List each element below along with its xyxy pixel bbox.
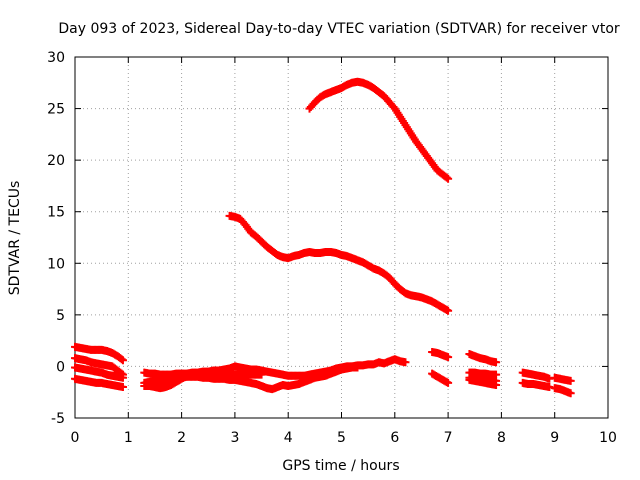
data-point	[492, 358, 501, 367]
data-point	[257, 370, 266, 379]
data-point	[401, 358, 410, 367]
x-tick-label: 8	[497, 430, 506, 446]
data-point	[442, 173, 451, 182]
data-point	[545, 383, 554, 392]
x-tick-label: 6	[390, 430, 399, 446]
series-arc-high	[305, 77, 453, 183]
y-tick-label: 15	[47, 205, 65, 221]
data-point	[566, 376, 575, 385]
series-arc-c	[71, 363, 127, 382]
y-tick-label: 30	[47, 50, 65, 66]
y-tick-labels: -5 0 5 10 15 20 25 30	[47, 50, 65, 427]
x-tick-label: 7	[444, 430, 453, 446]
x-tick-label: 5	[337, 430, 346, 446]
x-tick-label: 9	[550, 430, 559, 446]
series-arc-p	[550, 373, 575, 385]
series-arc-q	[550, 384, 575, 398]
series-arc-a	[71, 342, 127, 365]
x-tick-label: 2	[177, 430, 186, 446]
y-tick-label: 10	[47, 256, 65, 272]
y-tick-label: 0	[56, 359, 65, 375]
grid-lines	[75, 57, 608, 418]
y-tick-label: 5	[56, 308, 65, 324]
y-tick-label: 20	[47, 153, 65, 169]
data-point	[117, 355, 126, 364]
x-axis-title: GPS time / hours	[282, 458, 399, 474]
series-arc-m	[465, 375, 501, 389]
data-point	[444, 174, 453, 183]
data-point	[353, 363, 362, 372]
chart-title: Day 093 of 2023, Sidereal Day-to-day VTE…	[58, 21, 620, 37]
x-tick-label: 4	[284, 430, 293, 446]
data-point	[444, 378, 453, 387]
y-tick-label: 25	[47, 102, 65, 118]
series-arc-g	[140, 369, 266, 393]
x-tick-label: 0	[71, 430, 80, 446]
data-point	[492, 380, 501, 389]
data-point	[444, 353, 453, 362]
x-tick-label: 1	[124, 430, 133, 446]
data-point	[118, 383, 127, 392]
data-points	[71, 77, 575, 398]
y-axis-title: SDTVAR / TECUs	[7, 181, 23, 296]
data-point	[444, 306, 453, 315]
data-point	[118, 373, 127, 382]
series-arc-mid	[225, 211, 453, 315]
series-arc-o	[518, 378, 554, 392]
x-tick-label: 10	[599, 430, 617, 446]
x-tick-label: 3	[230, 430, 239, 446]
series-arc-j	[465, 350, 501, 367]
data-point	[566, 389, 575, 398]
y-tick-label: -5	[51, 411, 65, 427]
series-arc-h	[428, 347, 453, 362]
x-tick-labels: 0 1 2 3 4 5 6 7 8 9 10	[71, 430, 617, 446]
series-arc-d	[71, 374, 127, 392]
series-arc-i	[428, 369, 453, 387]
data-point	[118, 356, 127, 365]
